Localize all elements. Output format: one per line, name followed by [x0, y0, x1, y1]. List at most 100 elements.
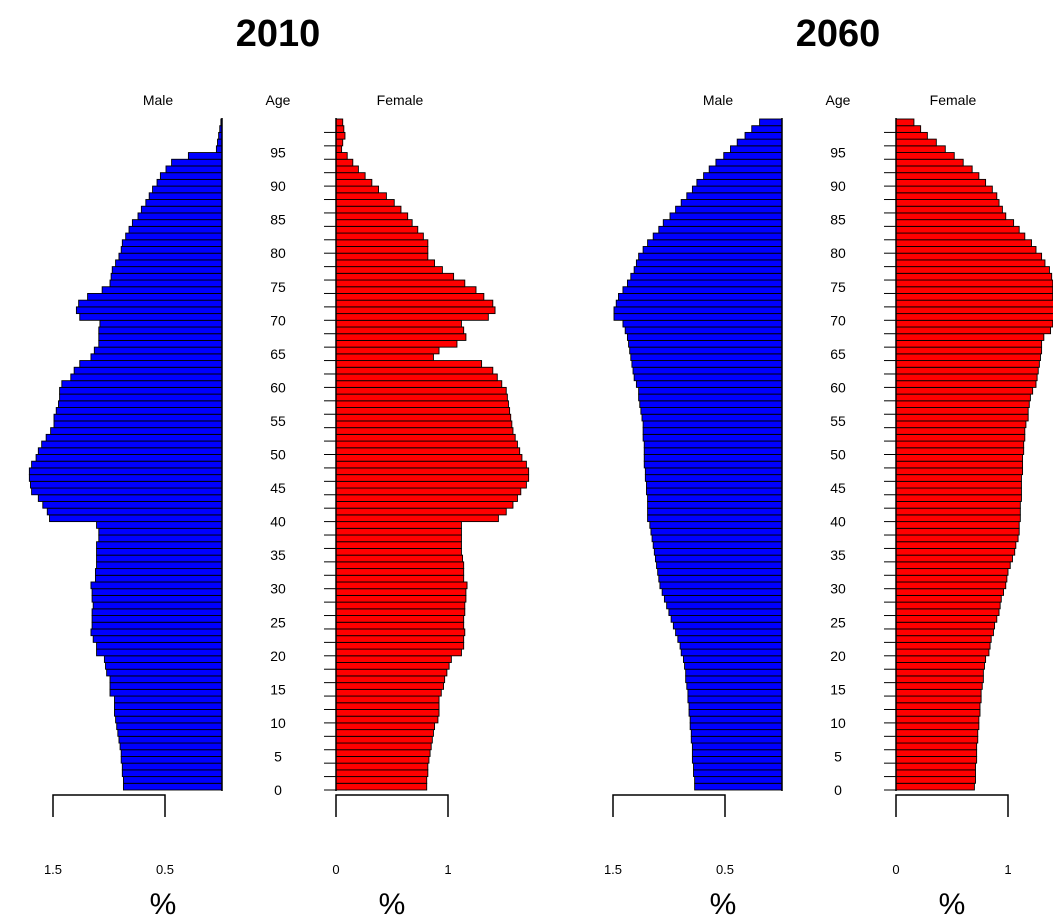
male-bar [682, 655, 783, 663]
female-bar [335, 232, 424, 241]
female-header: Female [930, 92, 977, 108]
female-tick-label: 0 [892, 862, 899, 877]
female-bar [895, 501, 1021, 509]
male-bar [114, 702, 223, 710]
female-bar [335, 293, 485, 301]
male-bar [115, 715, 223, 724]
female-axis-unit: % [379, 888, 406, 918]
female-bar [895, 521, 1020, 529]
female-bar [335, 742, 432, 751]
male-bar [646, 487, 783, 496]
female-bar [335, 138, 344, 147]
female-bar [335, 158, 354, 167]
age-tick-label: 80 [270, 245, 286, 261]
male-bar [78, 299, 223, 308]
male-bar [642, 420, 783, 429]
male-bar [675, 205, 783, 214]
male-bar [691, 185, 783, 194]
female-bar [895, 393, 1031, 402]
male-bar [694, 782, 783, 791]
age-tick-label: 35 [830, 547, 846, 563]
age-tick-label: 60 [270, 379, 286, 395]
female-bar [335, 373, 498, 382]
female-bar [335, 776, 428, 784]
male-bar [638, 386, 783, 395]
female-bar [895, 125, 922, 133]
male-bar [703, 172, 783, 180]
female-bar [335, 266, 443, 274]
female-bar [335, 568, 465, 576]
male-bar [37, 494, 223, 502]
female-bar [895, 205, 1003, 214]
male-bar [708, 165, 783, 174]
female-bar [895, 239, 1032, 247]
female-header: Female [377, 92, 424, 108]
male-bar [28, 467, 223, 476]
male-bar [96, 521, 223, 529]
male-bar [626, 333, 783, 341]
male-bar [165, 165, 223, 174]
age-tick-label: 55 [830, 413, 846, 429]
male-bar [642, 427, 783, 435]
female-bar [335, 299, 494, 308]
male-bar [650, 527, 783, 536]
female-bar [335, 279, 466, 288]
female-bar [895, 299, 1053, 308]
male-bar [657, 568, 783, 576]
female-bar [335, 735, 433, 744]
age-tick-label: 30 [270, 581, 286, 597]
age-tick-label: 60 [830, 379, 846, 395]
female-bar [335, 480, 527, 489]
male-bar [675, 628, 783, 637]
female-bar [335, 413, 512, 422]
female-bar [895, 729, 979, 737]
male-bar [122, 782, 223, 791]
male-bar [122, 776, 223, 784]
male-bar [635, 380, 783, 388]
male-bar [669, 212, 783, 221]
male-bar [145, 199, 223, 207]
male-bar [114, 709, 223, 717]
male-bar [46, 507, 223, 516]
female-bar [335, 386, 507, 395]
female-bar [335, 427, 514, 435]
female-bar [335, 521, 462, 529]
male-bar [730, 145, 783, 153]
male-bar [652, 232, 783, 241]
female-bar [895, 172, 980, 180]
female-bar [335, 487, 522, 496]
male-bar [632, 366, 783, 375]
female-bar [895, 541, 1017, 549]
female-bar [895, 118, 915, 127]
male-bar [651, 534, 783, 543]
male-tick-label: 0.5 [156, 862, 174, 877]
female-bar [895, 621, 996, 630]
female-bar [335, 440, 518, 449]
female-bar [895, 319, 1053, 328]
male-bar [680, 648, 783, 657]
male-bar [759, 118, 783, 127]
male-bar [96, 541, 223, 549]
age-tick-label: 50 [830, 447, 846, 463]
female-bar [335, 192, 387, 200]
female-bar [895, 474, 1022, 482]
female-bar [895, 702, 981, 710]
female-bar [895, 225, 1020, 234]
female-bar [335, 668, 448, 677]
female-bar [895, 682, 983, 690]
male-bar [693, 762, 783, 771]
male-bar [642, 433, 783, 442]
female-bar [335, 239, 429, 247]
male-bar [156, 178, 223, 187]
male-bar [109, 279, 223, 288]
female-bar [895, 494, 1022, 502]
male-bar [91, 621, 223, 630]
female-bar [895, 272, 1053, 281]
male-bar [93, 346, 223, 355]
female-bar [335, 628, 466, 637]
female-bar [895, 655, 987, 663]
male-bar [96, 648, 223, 657]
female-bars [895, 118, 1053, 791]
female-bar [895, 279, 1053, 288]
female-bar [895, 286, 1053, 294]
